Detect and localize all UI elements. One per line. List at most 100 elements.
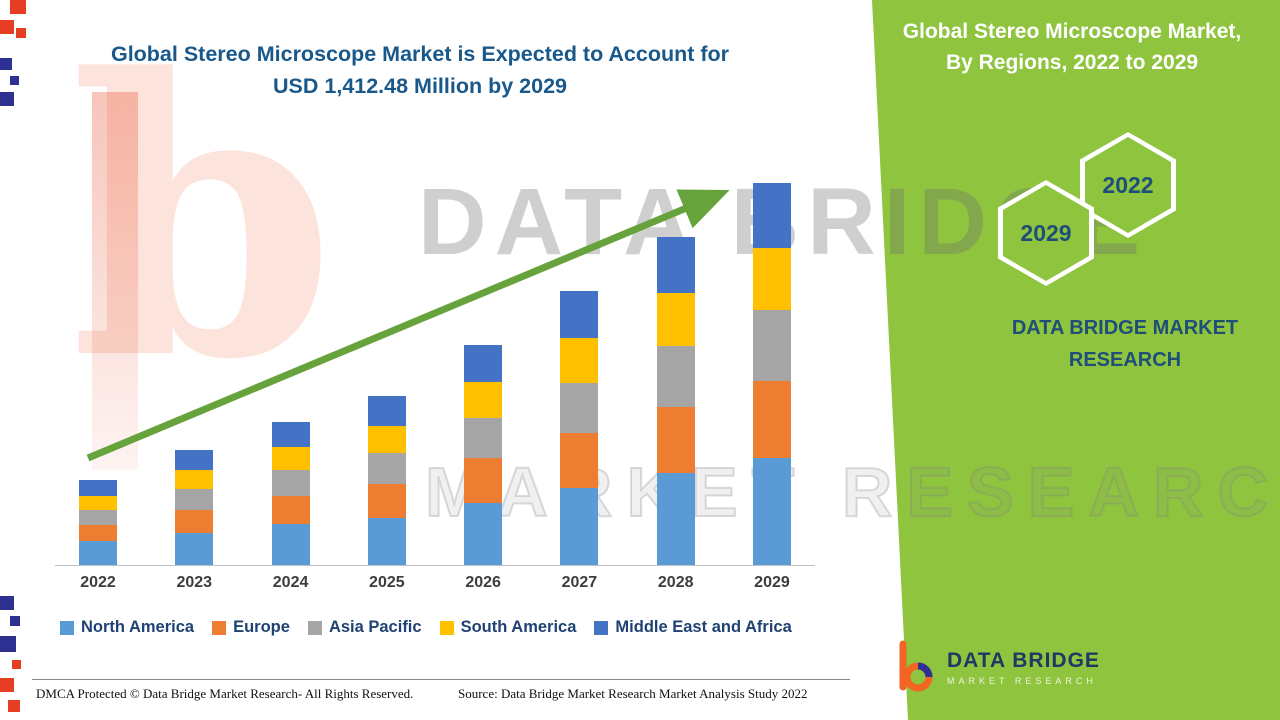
bar-segment [560,382,599,433]
bar-segment [752,183,791,249]
bar-segment [271,470,310,497]
company-logo: DATA BRIDGE MARKET RESEARCH [893,640,1100,694]
legend-item: North America [60,618,194,637]
bar-segment [175,470,214,490]
legend-label: Middle East and Africa [615,618,792,636]
decorative-tile [0,596,14,610]
page-title-line2: USD 1,412.48 Million by 2029 [273,74,567,98]
bar-2024 [271,421,310,565]
bar-2027 [560,290,599,565]
legend-swatch [439,620,454,635]
bar-segment [656,345,695,407]
stacked-bar-chart [55,150,815,566]
page-title-line1: Global Stereo Microscope Market is Expec… [110,42,730,66]
x-axis-label: 2025 [369,574,405,591]
footer-divider [32,679,850,680]
hexagon-badge-2029: 2029 [998,180,1094,286]
bar-segment [367,396,406,426]
legend: North America Europe Asia Pacific South Ame… [60,618,792,637]
bar-segment [79,540,117,565]
logo-b-icon [899,640,933,692]
x-axis-label: 2027 [561,574,598,591]
source-note: Source: Data Bridge Market Research Mark… [458,686,808,701]
bar-segment [175,450,214,471]
legend-item: Europe [212,618,290,637]
bar-segment [560,487,599,565]
hexagon-label: 2022 [1085,137,1171,233]
bar-segment [367,425,406,453]
logo-tagline: MARKET RESEARCH [947,675,1097,686]
legend-label: South America [460,618,577,636]
bar-segment [175,532,214,565]
bar-segment [656,473,695,565]
decorative-tile [0,636,16,652]
bar-segment [656,236,695,294]
legend-label: Europe [233,618,290,636]
legend-swatch [307,620,322,635]
dmca-notice: DMCA Protected © Data Bridge Market Rese… [36,686,414,701]
x-axis-label: 2029 [754,574,790,591]
side-panel-background [872,0,1280,720]
bar-segment [271,421,310,448]
bar-segment [367,517,406,565]
bar-segment [271,524,310,565]
bars-row [55,150,815,565]
bar-2028 [656,236,695,565]
decorative-tile [10,616,20,626]
brand-line1: DATA BRIDGE MARKET [1011,317,1239,339]
bar-segment [271,496,310,525]
bar-segment [367,452,406,484]
side-panel-heading: Global Stereo Microscope Market, By Regi… [880,16,1264,78]
bar-segment [560,290,599,338]
brand-wordmark: DATA BRIDGE MARKET RESEARCH [960,312,1280,376]
side-panel-heading-line1: Global Stereo Microscope Market, [902,20,1242,43]
brand-line2: RESEARCH [1068,349,1182,371]
bar-segment [752,458,791,565]
bar-segment [560,432,599,488]
hexagon-outline: 2022 [1080,132,1176,238]
bar-2026 [464,344,503,565]
bar-2025 [367,396,406,565]
bar-segment [79,524,117,541]
bar-2023 [175,450,214,565]
legend-swatch [594,620,609,635]
decorative-tile [8,700,20,712]
decorative-tile [16,28,26,38]
decorative-tile [12,660,21,669]
bar-2022 [79,479,117,565]
x-axis-label: 2022 [80,574,116,591]
bar-segment [656,406,695,473]
hexagon-badge-2022: 2022 [1080,132,1176,238]
legend-swatch [212,620,227,635]
bar-segment [367,483,406,518]
decorative-tile [10,0,26,14]
x-axis-label: 2028 [657,574,694,591]
legend-swatch [60,620,74,635]
bar-segment [464,382,503,418]
bar-segment [79,479,117,497]
bar-segment [79,509,117,525]
logo-name: DATA BRIDGE [947,648,1100,672]
x-axis-label: 2024 [272,574,309,591]
hexagon-outline: 2029 [998,180,1094,286]
bar-segment [464,502,503,565]
side-panel-heading-line2: By Regions, 2022 to 2029 [945,51,1199,74]
decorative-tile [0,92,14,106]
decorative-tile [10,76,19,85]
bar-segment [79,496,117,510]
bar-segment [752,248,791,310]
bar-2029 [752,183,791,565]
bar-segment [560,337,599,383]
x-axis-label: 2023 [176,574,213,591]
bar-segment [464,458,503,503]
legend-label: North America [81,618,195,636]
x-axis-labels: 2022 2023 2024 2025 2026 2027 2028 2029 [55,574,815,592]
bar-segment [752,380,791,459]
bar-segment [464,344,503,383]
legend-label: Asia Pacific [328,618,422,636]
decorative-tile [0,678,14,692]
decorative-tile [0,20,14,34]
bar-segment [175,489,214,510]
bar-segment [464,417,503,459]
bar-segment [752,309,791,381]
